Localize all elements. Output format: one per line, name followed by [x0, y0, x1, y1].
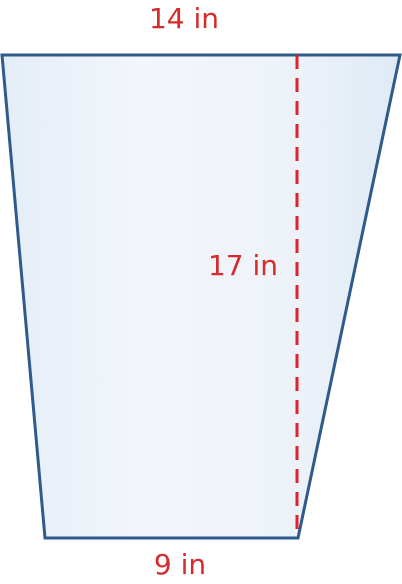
bottom-base-label: 9 in [154, 548, 206, 581]
height-label: 17 in [208, 249, 278, 282]
top-base-label: 14 in [149, 2, 219, 35]
trapezoid-shape [0, 53, 402, 540]
